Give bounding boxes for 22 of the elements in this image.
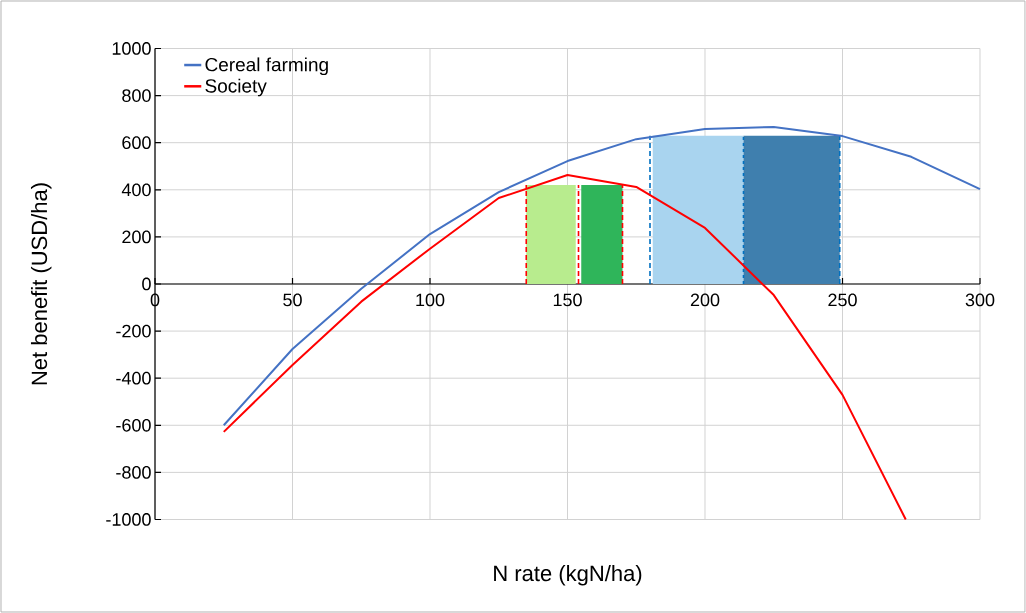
y-tick-label: -200	[116, 324, 151, 338]
y-axis-title: Net benefit (USD/ha)	[30, 183, 52, 385]
legend-label: Society	[205, 78, 267, 97]
x-axis-title: N rate (kgN/ha)	[494, 565, 642, 586]
y-tick-label: -400	[116, 371, 151, 385]
y-tick-label: -600	[116, 418, 151, 432]
y-tick-label: 800	[122, 89, 151, 102]
x-tick-label: 50	[283, 293, 302, 307]
line-series	[222, 173, 907, 521]
y-tick-label: 400	[121, 183, 151, 197]
y-tick-label: 600	[122, 136, 151, 150]
y-tick-label: -1000	[106, 513, 151, 526]
legend-label: Cereal farming	[205, 57, 328, 76]
y-tick-label: 200	[122, 230, 151, 244]
x-tick-label: 100	[416, 293, 445, 307]
x-tick-label: 300	[965, 293, 995, 307]
y-tick-label: 0	[142, 277, 151, 291]
x-tick-label: 250	[828, 293, 857, 307]
y-tick-label: 1000	[112, 42, 151, 55]
x-tick-label: 200	[690, 293, 720, 307]
y-tick-label: -800	[116, 466, 151, 479]
x-tick-label: 150	[553, 293, 582, 307]
